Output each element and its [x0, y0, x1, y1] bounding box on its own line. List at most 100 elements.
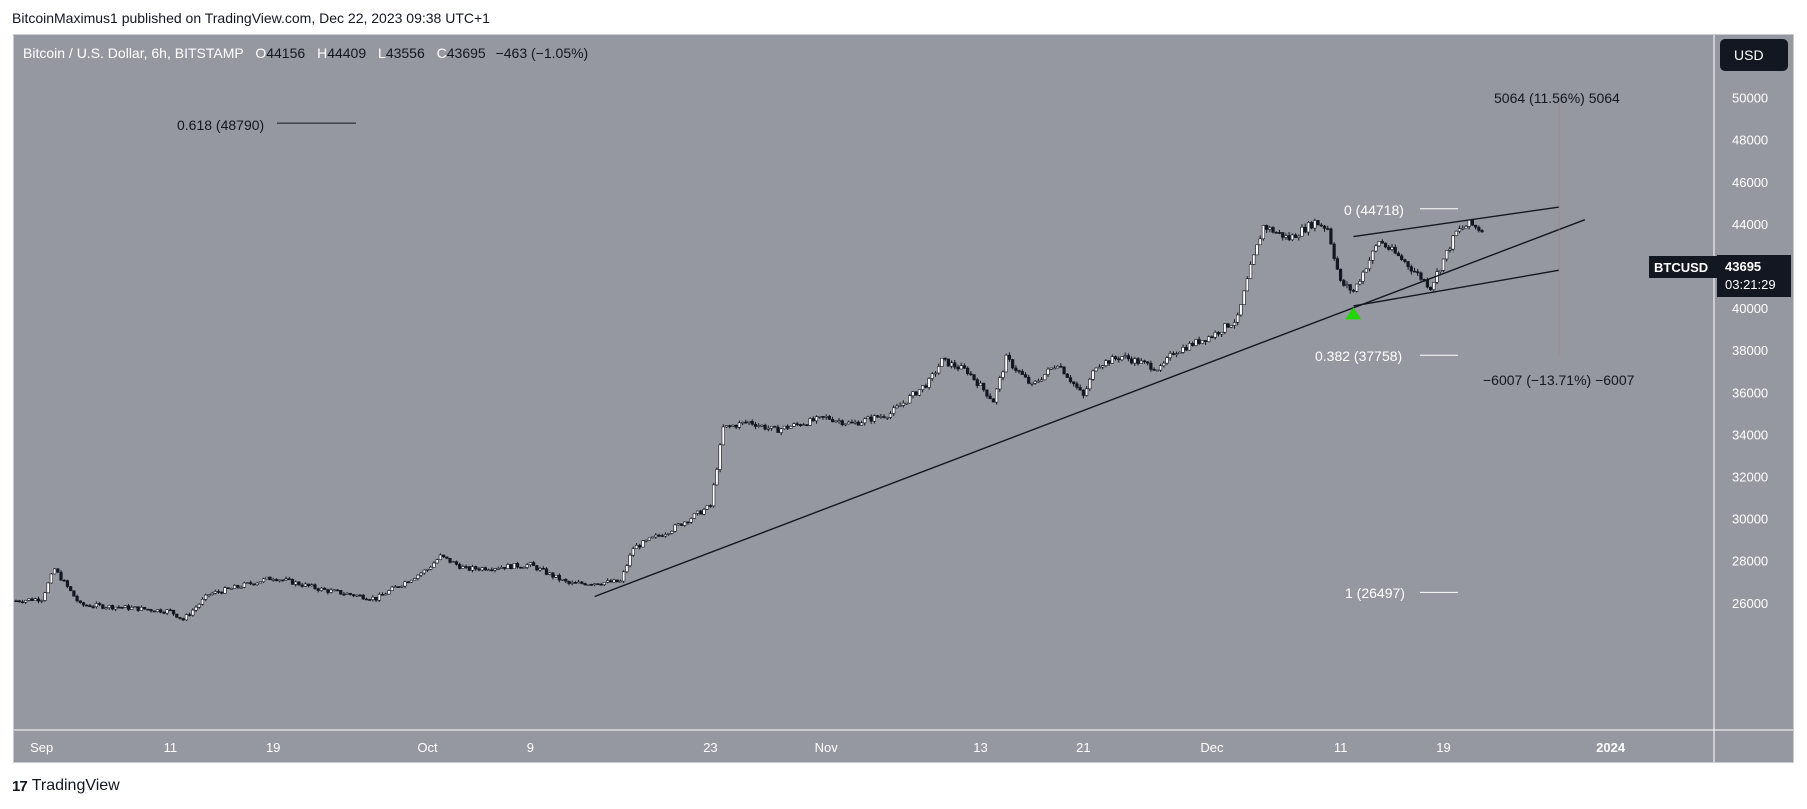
candle-body [432, 562, 436, 568]
tradingview-brand: TradingView [31, 777, 120, 794]
y-tick-label: 30000 [1732, 512, 1768, 527]
candle-body [994, 388, 999, 403]
measure-up-label[interactable]: 5064 (11.56%) 5064 [1494, 90, 1620, 106]
candle-body [593, 583, 597, 585]
candle-body [220, 591, 224, 594]
candle-body [477, 568, 481, 571]
candle-body [143, 606, 147, 610]
y-tick-label: 48000 [1732, 133, 1768, 148]
price-tag-value: 43695 [1725, 259, 1761, 274]
measure-down-label[interactable]: −6007 (−13.71%) −6007 [1483, 372, 1635, 388]
tradingview-logo[interactable]: 17 TradingView [12, 777, 120, 795]
candle-body [213, 591, 217, 594]
candle-body [339, 590, 343, 595]
candle-body [1470, 219, 1474, 226]
candle-body [605, 580, 610, 583]
candle-body [458, 564, 462, 569]
candle-body [1419, 272, 1423, 280]
candle-body [364, 598, 369, 601]
x-tick-label: 21 [1076, 740, 1090, 755]
candle-body [1178, 352, 1182, 355]
candle-body [1409, 266, 1413, 272]
candle-body [1081, 389, 1085, 396]
candle-body [191, 609, 195, 616]
candle-body [956, 366, 960, 370]
candle-body [744, 421, 748, 424]
fib-0382-label[interactable]: 0.382 (37758) [1315, 348, 1403, 364]
candle-body [831, 419, 835, 423]
candle-body [985, 389, 989, 397]
candle-body [1271, 227, 1275, 233]
candle-body [599, 584, 603, 586]
candle-body [596, 583, 600, 585]
candle-body [470, 566, 475, 571]
candle-body [1017, 370, 1021, 372]
candle-body [1101, 365, 1105, 368]
candle-body [27, 598, 31, 601]
candle-body [1403, 259, 1407, 262]
candle-body [1287, 235, 1291, 241]
candle-body [1290, 234, 1294, 241]
candle-body [1133, 358, 1137, 364]
candle-body [647, 537, 651, 541]
candle-body [1329, 228, 1333, 245]
currency-button[interactable]: USD [1720, 39, 1788, 71]
candle-body [519, 566, 523, 569]
candle-body [1387, 246, 1391, 250]
candle-body [425, 569, 430, 571]
candle-body [245, 582, 250, 584]
candle-body [342, 593, 346, 596]
candle-body [676, 523, 680, 526]
candle-body [773, 426, 777, 428]
candle-body [123, 605, 127, 608]
x-tick-label: 19 [266, 740, 280, 755]
candle-body [667, 533, 671, 535]
candle-body [1300, 226, 1304, 237]
candle-body [1052, 367, 1057, 370]
x-axis[interactable]: Sep 11 19 Oct 9 23 Nov 13 21 Dec 11 19 2024 [30, 740, 1626, 755]
candle-body [97, 603, 102, 606]
candle-body [1191, 343, 1195, 346]
candle-body [1072, 381, 1076, 385]
candle-body [625, 565, 629, 573]
fib-0618-label[interactable]: 0.618 (48790) [177, 117, 265, 133]
y-tick-label: 44000 [1732, 217, 1768, 232]
candle-body [1126, 355, 1130, 360]
candle-body [487, 569, 491, 572]
chart-canvas[interactable]: Sep 11 19 Oct 9 23 Nov 13 21 Dec 11 19 2024 26000 280… [14, 35, 1794, 763]
chart-panel[interactable]: Sep 11 19 Oct 9 23 Nov 13 21 Dec 11 19 2024 26000 280… [13, 34, 1794, 763]
candle-body [1451, 235, 1455, 250]
candle-body [36, 598, 41, 602]
candle-body [1293, 234, 1298, 238]
candle-body [81, 602, 86, 606]
candle-body [1412, 270, 1417, 273]
candle-body [1091, 370, 1095, 380]
candle-body [1027, 376, 1031, 384]
candle-body [1438, 270, 1442, 273]
candle-body [387, 590, 391, 595]
candle-body [1252, 254, 1256, 265]
x-tick-label: 11 [164, 740, 178, 755]
candle-body [1284, 235, 1288, 238]
candle-body [146, 608, 150, 611]
candle-body [319, 587, 324, 591]
y-tick-label: 50000 [1732, 91, 1768, 106]
candle-body [1229, 325, 1233, 328]
candle-body [901, 402, 905, 406]
candle-body [326, 589, 330, 593]
candle-body [1104, 360, 1108, 366]
fib-0-label[interactable]: 0 (44718) [1344, 202, 1404, 218]
candle-body [892, 407, 896, 414]
candle-body [1425, 279, 1429, 288]
open-label: O [255, 45, 267, 61]
high-label: H [317, 45, 328, 61]
candle-body [641, 540, 645, 548]
candle-body [798, 424, 803, 426]
fib-1-label[interactable]: 1 (26497) [1345, 585, 1405, 601]
candle-body [268, 576, 272, 581]
candle-body [1223, 323, 1227, 333]
candle-body [779, 428, 783, 433]
candle-body [1168, 353, 1172, 359]
green-up-arrow-icon [1345, 307, 1362, 320]
candle-body [943, 357, 947, 360]
